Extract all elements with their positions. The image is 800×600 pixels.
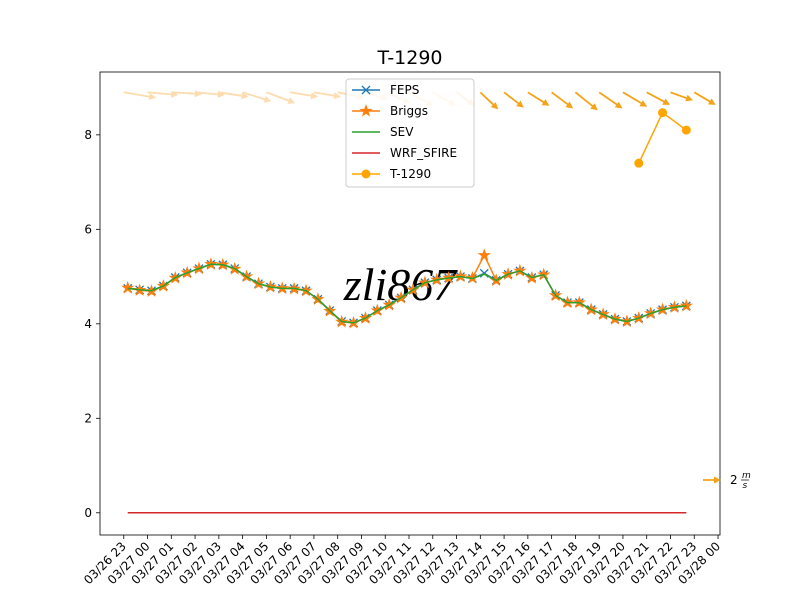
quiver-key-unit: m	[742, 471, 751, 481]
legend-label: SEV	[390, 125, 414, 139]
y-tick-label: 6	[84, 222, 92, 236]
wind-arrow	[242, 91, 272, 103]
marker	[465, 271, 480, 284]
quiver-key-label: 2	[730, 473, 738, 487]
y-tick-label: 8	[84, 128, 92, 142]
legend-label: T-1290	[389, 167, 431, 181]
wind-arrow	[670, 91, 693, 102]
marker	[679, 298, 693, 312]
legend-label: Briggs	[390, 104, 428, 118]
wind-arrow	[290, 91, 319, 100]
marker	[121, 280, 135, 294]
wind-arrow	[147, 90, 179, 98]
y-tick-label: 0	[84, 506, 92, 520]
series-line	[127, 263, 687, 324]
marker	[361, 169, 371, 179]
wind-arrow	[195, 90, 225, 98]
wind-arrow	[598, 91, 623, 109]
wind-arrow	[313, 91, 341, 100]
y-tick-label: 2	[84, 411, 92, 425]
marker	[681, 125, 691, 135]
quiver-key-unit: s	[743, 481, 748, 491]
legend-label: FEPS	[390, 83, 419, 97]
watermark: zli867	[343, 259, 458, 310]
wind-arrow	[622, 91, 648, 107]
y-tick-label: 4	[84, 317, 92, 331]
wind-arrow	[123, 91, 157, 100]
wind-arrow	[479, 91, 499, 110]
marker	[359, 104, 373, 117]
wind-arrow	[218, 91, 249, 100]
wind-arrow	[693, 91, 716, 105]
plot-frame	[99, 71, 721, 536]
marker	[477, 248, 491, 262]
legend-label: WRF_SFIRE	[390, 146, 457, 160]
marker	[658, 108, 668, 118]
quiver-key-arrow	[703, 476, 721, 484]
legend-box	[345, 78, 475, 188]
wind-arrow	[503, 91, 524, 108]
wind-arrow	[266, 91, 296, 104]
legend: FEPS Briggs SEV WRF_SFIRE T-1290	[345, 78, 475, 188]
wind-arrow	[551, 91, 574, 109]
marker	[361, 85, 371, 95]
wind-arrow	[527, 91, 550, 106]
wind-arrow	[574, 91, 598, 111]
wind-arrow	[171, 90, 202, 98]
chart-title: T-1290	[376, 47, 442, 69]
marker	[634, 158, 644, 168]
wind-arrow	[646, 91, 671, 105]
